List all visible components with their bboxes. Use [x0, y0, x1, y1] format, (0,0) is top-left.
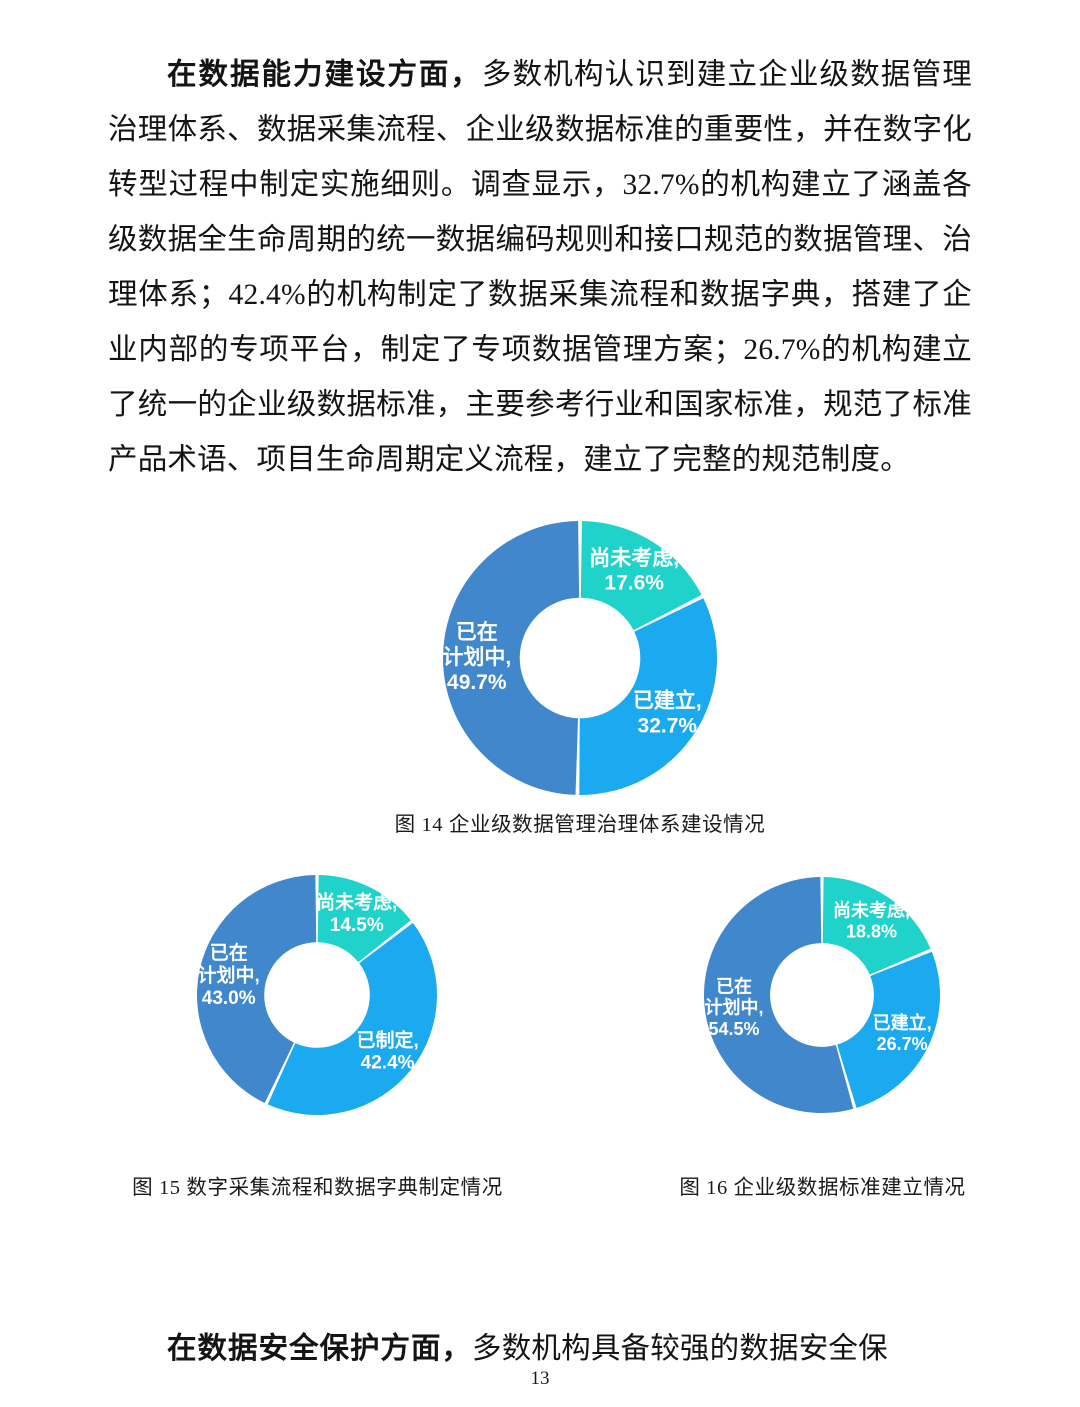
paragraph-lead-in: 在数据安全保护方面，: [167, 1332, 473, 1365]
donut-slice-已建立: [837, 951, 940, 1108]
paragraph-body-text: 多数机构认识到建立企业级数据管理治理体系、数据采集流程、企业级数据标准的重要性，…: [108, 58, 972, 476]
figure-14-caption: 图 14 企业级数据管理治理体系建设情况: [394, 814, 766, 836]
donut-label-已建立: 已建立, 26.7%: [873, 1012, 932, 1054]
paragraph-data-capability: 在数据能力建设方面，多数机构认识到建立企业级数据管理治理体系、数据采集流程、企业…: [108, 48, 972, 488]
donut-label-尚未考虑: 尚未考虑, 18.8%: [833, 900, 910, 942]
donut-label-尚未考虑: 尚未考虑, 14.5%: [316, 890, 397, 935]
donut-chart-14: 尚未考虑, 17.6% 已建立, 32.7% 已在计划中, 49.7%: [380, 516, 780, 801]
donut-chart-14-svg: 尚未考虑, 17.6% 已建立, 32.7% 已在计划中, 49.7%: [442, 521, 717, 795]
donut-chart-15: 尚未考虑, 14.5% 已制定, 42.4% 已在计划中, 43.0%: [120, 852, 515, 1140]
donut-label-尚未考虑: 尚未考虑, 17.6%: [589, 545, 679, 594]
figure-14: 尚未考虑, 17.6% 已建立, 32.7% 已在计划中, 49.7% 图 14 企业级数…: [380, 516, 780, 839]
page-number: 13: [530, 1368, 550, 1389]
donut-chart-16: 尚未考虑, 18.8% 已建立, 26.7% 已在计划中, 54.5%: [625, 852, 1020, 1140]
paragraph-data-security: 在数据安全保护方面，多数机构具备较强的数据安全保: [108, 1322, 972, 1377]
figure-16: 尚未考虑, 18.8% 已建立, 26.7% 已在计划中, 54.5% 图 16 企业级数…: [625, 852, 1020, 1202]
donut-label-已在计划中: 已在计划中, 43.0%: [198, 941, 260, 1009]
paragraph-lead-in: 在数据能力建设方面，: [167, 58, 482, 91]
donut-slice-尚未考虑: [580, 521, 702, 631]
donut-slice-已制定: [267, 922, 438, 1115]
donut-label-已在计划中: 已在计划中, 49.7%: [442, 620, 511, 694]
paragraph-body-text: 多数机构具备较强的数据安全保: [472, 1332, 888, 1365]
figure-15-caption: 图 15 数字采集流程和数据字典制定情况: [132, 1177, 503, 1199]
donut-slice-尚未考虑: [822, 877, 931, 975]
donut-slice-已在计划中: [443, 521, 580, 795]
figure-15: 尚未考虑, 14.5% 已制定, 42.4% 已在计划中, 43.0% 图 15 数字采集…: [120, 852, 515, 1202]
donut-slice-已在计划中: [703, 877, 854, 1113]
figure-16-caption: 图 16 企业级数据标准建立情况: [679, 1177, 966, 1199]
donut-slice-已建立: [579, 598, 717, 795]
donut-label-已建立: 已建立, 32.7%: [633, 688, 702, 737]
donut-label-已制定: 已制定, 42.4%: [356, 1028, 418, 1073]
donut-slice-已在计划中: [196, 875, 317, 1103]
donut-label-已在计划中: 已在计划中, 54.5%: [704, 975, 763, 1038]
donut-chart-16-svg: 尚未考虑, 18.8% 已建立, 26.7% 已在计划中, 54.5%: [703, 877, 940, 1113]
donut-chart-15-svg: 尚未考虑, 14.5% 已制定, 42.4% 已在计划中, 43.0%: [196, 875, 438, 1115]
donut-slice-尚未考虑: [317, 875, 411, 963]
